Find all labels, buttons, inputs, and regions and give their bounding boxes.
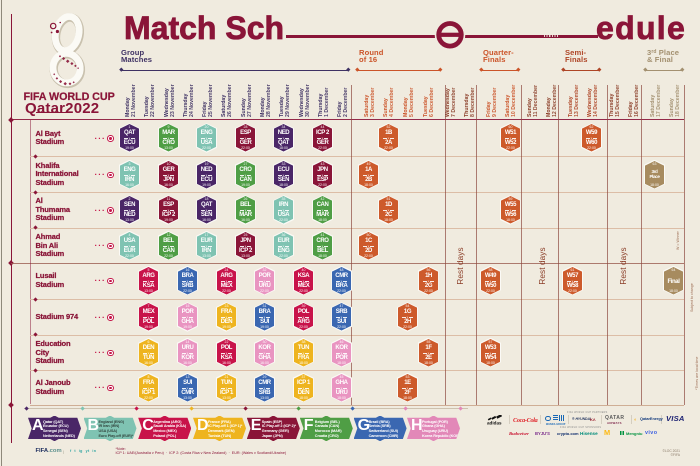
svg-text:adidas: adidas [487,420,502,425]
